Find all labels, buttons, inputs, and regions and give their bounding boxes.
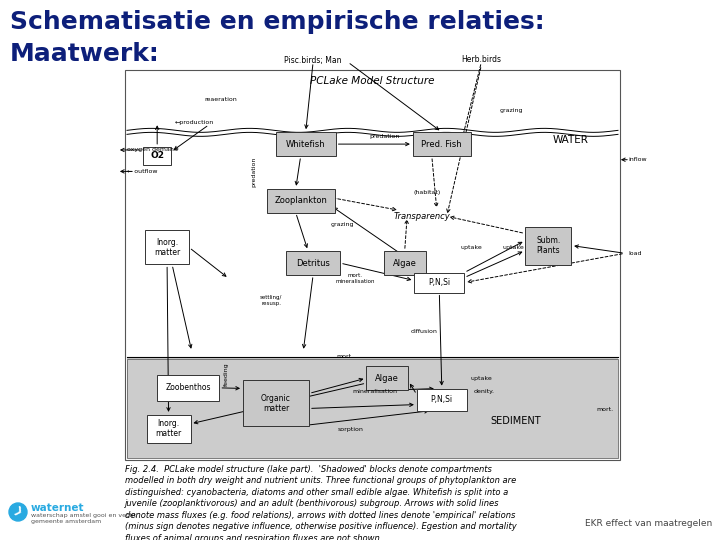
Bar: [143, 147, 171, 165]
Text: Algae: Algae: [392, 259, 417, 267]
Text: Zoobenthos: Zoobenthos: [166, 383, 211, 393]
Bar: [276, 132, 336, 156]
Text: mort.
mineralisation: mort. mineralisation: [336, 273, 375, 284]
Text: Maatwerk:: Maatwerk:: [10, 42, 160, 66]
Bar: [414, 273, 464, 293]
Text: feeding: feeding: [224, 362, 229, 386]
Text: denity.: denity.: [473, 389, 495, 394]
Text: PCLake Model Structure: PCLake Model Structure: [310, 76, 435, 86]
Text: SEDIMENT: SEDIMENT: [491, 416, 541, 426]
Text: uptake: uptake: [471, 376, 492, 381]
Text: settling/
resusp.: settling/ resusp.: [260, 295, 282, 306]
Bar: [147, 415, 191, 443]
Bar: [125, 70, 620, 460]
Text: Organic
matter: Organic matter: [261, 394, 291, 413]
Bar: [286, 251, 340, 275]
Text: Detritus: Detritus: [296, 259, 330, 267]
Text: sorption: sorption: [337, 427, 363, 432]
Bar: [366, 366, 408, 390]
Text: Pred. Fish: Pred. Fish: [421, 140, 462, 149]
Text: uptake: uptake: [461, 245, 482, 250]
Text: Zooplankton: Zooplankton: [274, 196, 327, 205]
Text: ←production: ←production: [174, 120, 214, 125]
Text: Algae: Algae: [375, 374, 400, 383]
Text: Pisc.birds; Man: Pisc.birds; Man: [284, 56, 342, 64]
Bar: [127, 356, 618, 458]
Text: mort.: mort.: [596, 407, 613, 412]
Circle shape: [9, 503, 27, 521]
Text: waterschap amstel gooi en vecht: waterschap amstel gooi en vecht: [31, 514, 136, 518]
Text: reaeration: reaeration: [204, 97, 237, 102]
Text: grazing: grazing: [331, 221, 354, 227]
Text: P,N,Si: P,N,Si: [431, 395, 453, 404]
Text: Subm.
Plants: Subm. Plants: [536, 236, 560, 255]
Text: predation: predation: [251, 156, 256, 187]
Text: ← outflow: ← outflow: [127, 169, 158, 174]
Bar: [384, 251, 426, 275]
Text: load: load: [628, 251, 642, 256]
Text: Schematisatie en empirische relaties:: Schematisatie en empirische relaties:: [10, 10, 544, 34]
Bar: [243, 381, 309, 427]
Text: mineralisation: mineralisation: [353, 389, 397, 394]
Text: Inorg.
matter: Inorg. matter: [156, 419, 181, 438]
Text: EKR effect van maatregelen: EKR effect van maatregelen: [585, 519, 712, 528]
Text: predation: predation: [369, 134, 400, 139]
Text: (habitat): (habitat): [413, 190, 441, 195]
Text: mort.: mort.: [337, 354, 354, 359]
Text: grazing: grazing: [500, 109, 523, 113]
Bar: [266, 188, 335, 213]
Text: inflow: inflow: [628, 157, 647, 162]
Text: waternet: waternet: [31, 503, 84, 513]
Bar: [413, 132, 471, 156]
Text: Fig. 2.4.  PCLake model structure (lake part).  'Shadowed' blocks denote compart: Fig. 2.4. PCLake model structure (lake p…: [125, 465, 517, 540]
Bar: [145, 231, 189, 265]
Text: Transparency: Transparency: [394, 212, 451, 221]
Text: oxygen demand: oxygen demand: [127, 147, 179, 152]
Text: Herb.birds: Herb.birds: [462, 56, 501, 64]
Text: ❯: ❯: [12, 505, 24, 518]
Bar: [525, 226, 571, 265]
Text: gemeente amsterdam: gemeente amsterdam: [31, 519, 102, 524]
Bar: [127, 359, 618, 458]
Text: Whitefish: Whitefish: [286, 140, 325, 149]
Text: WATER: WATER: [552, 135, 588, 145]
Text: P,N,Si: P,N,Si: [428, 278, 451, 287]
Text: diffusion: diffusion: [411, 329, 438, 334]
Text: uptake: uptake: [503, 245, 524, 250]
Bar: [158, 375, 220, 401]
Bar: [417, 389, 467, 410]
Text: O2: O2: [150, 151, 164, 160]
Text: Inorg.
matter: Inorg. matter: [154, 238, 180, 257]
